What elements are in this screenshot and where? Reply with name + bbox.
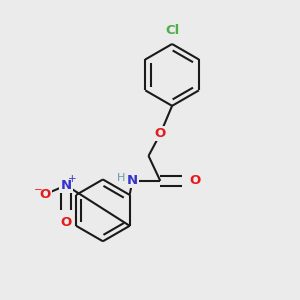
Text: O: O [61, 216, 72, 229]
Text: O: O [155, 127, 166, 140]
Text: N: N [61, 179, 72, 192]
Text: O: O [40, 188, 51, 201]
Text: N: N [127, 174, 138, 188]
Text: H: H [117, 173, 125, 183]
Text: −: − [34, 185, 43, 195]
Text: +: + [68, 174, 77, 184]
Text: Cl: Cl [165, 24, 179, 37]
Text: O: O [190, 174, 201, 188]
